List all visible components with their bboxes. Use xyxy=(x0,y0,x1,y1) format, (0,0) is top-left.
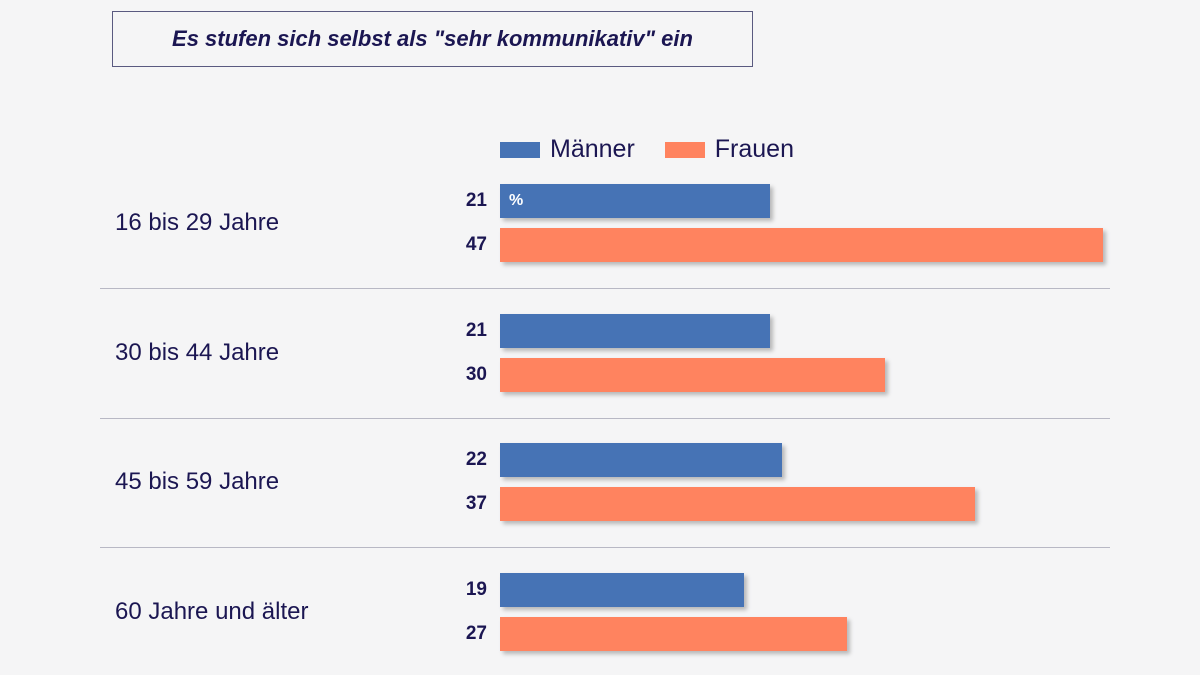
category-label: 60 Jahre und älter xyxy=(115,597,309,625)
chart-title: Es stufen sich selbst als "sehr kommunik… xyxy=(172,26,693,51)
group-separator xyxy=(100,417,1110,419)
unit-label: % xyxy=(509,192,524,209)
value-label: 21 xyxy=(465,190,487,211)
category-label: 30 bis 44 Jahre xyxy=(115,338,280,366)
legend-label-maenner: Männer xyxy=(550,135,635,163)
chart-title-box: Es stufen sich selbst als "sehr kommunik… xyxy=(112,11,753,67)
bar-frauen xyxy=(500,616,847,651)
group-separator xyxy=(100,547,1110,548)
bar-maenner xyxy=(500,184,770,218)
value-label: 27 xyxy=(465,622,487,644)
bar-frauen xyxy=(500,487,976,521)
bar-maenner xyxy=(500,443,783,477)
value-label: 37 xyxy=(465,493,487,514)
value-label: 21 xyxy=(465,319,487,341)
bar-maenner xyxy=(500,313,770,348)
legend: Männer Frauen xyxy=(500,135,824,164)
bar-frauen xyxy=(500,228,1104,262)
legend-swatch-frauen xyxy=(664,141,705,158)
value-label: 47 xyxy=(465,234,487,255)
category-label: 45 bis 59 Jahre xyxy=(115,468,280,495)
group-separator xyxy=(100,288,1110,289)
value-label: 30 xyxy=(465,363,487,385)
value-label: 19 xyxy=(465,578,487,600)
value-label: 22 xyxy=(465,449,487,470)
bar-maenner xyxy=(500,572,744,607)
legend-swatch-maenner xyxy=(500,141,540,158)
bar-frauen xyxy=(500,357,886,392)
legend-label-frauen: Frauen xyxy=(714,135,794,163)
category-label: 16 bis 29 Jahre xyxy=(115,209,280,236)
